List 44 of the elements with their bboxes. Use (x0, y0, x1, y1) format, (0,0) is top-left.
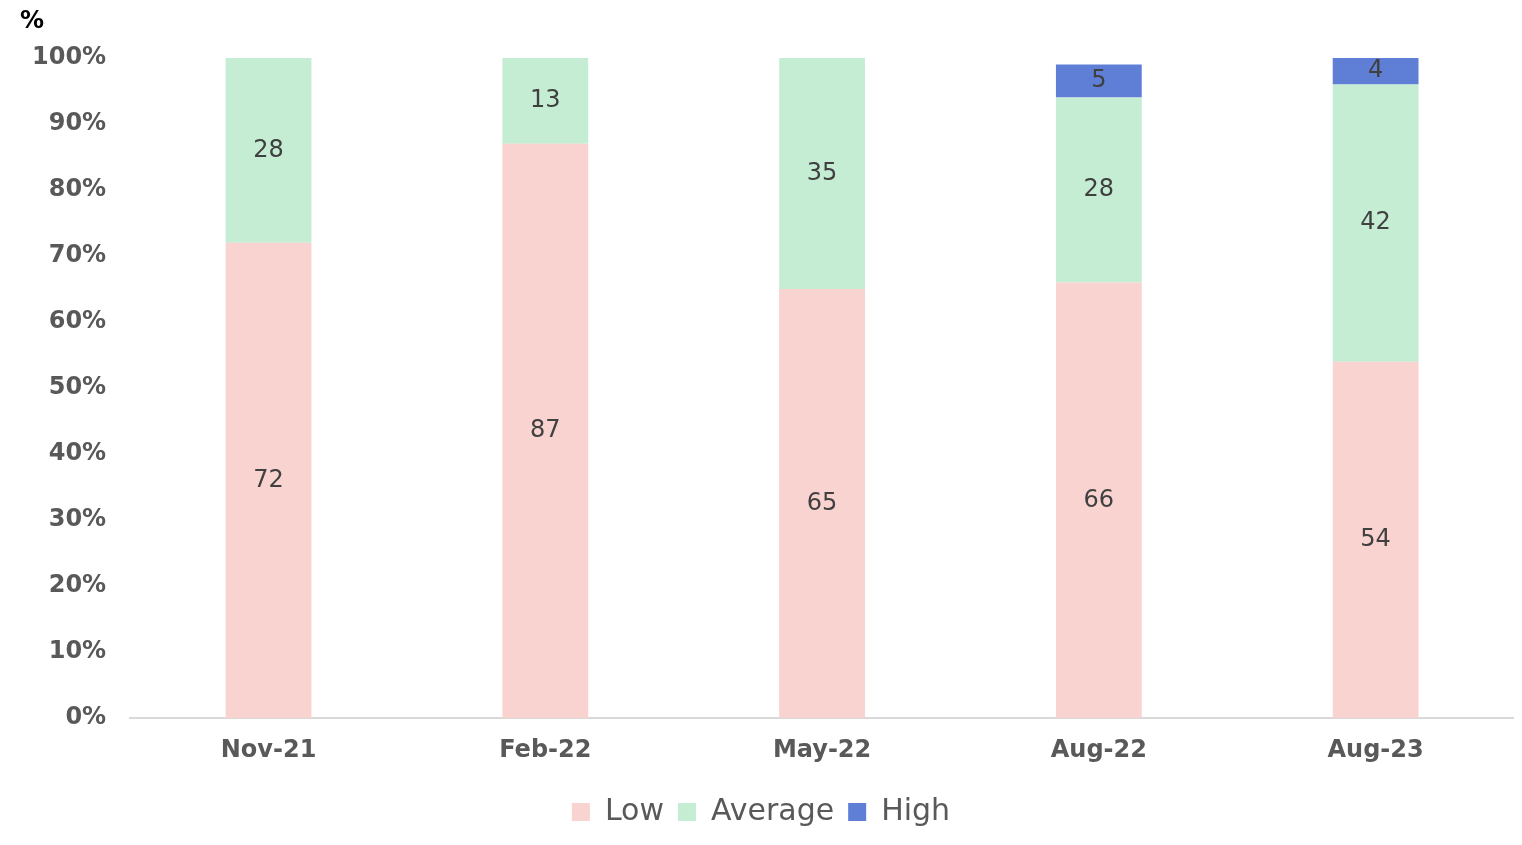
legend-label: Low (604, 791, 664, 827)
y-tick-label: 70% (48, 240, 107, 269)
bar (502, 143, 589, 719)
y-tick-label: 30% (48, 504, 107, 533)
bar (1332, 84, 1419, 362)
data-label: 72 (253, 464, 284, 493)
data-label: 87 (530, 415, 561, 444)
y-tick-label: 10% (48, 636, 107, 665)
x-tick-label: Feb-22 (499, 734, 592, 763)
legend-label: Average (710, 791, 835, 827)
data-label: 66 (1083, 484, 1115, 513)
data-label: 42 (1360, 207, 1391, 236)
y-tick-label: 80% (48, 174, 107, 203)
data-label: 35 (806, 157, 838, 186)
data-label: 28 (1083, 174, 1115, 203)
y-tick-label: 100% (31, 42, 107, 71)
bar (1332, 58, 1419, 85)
bar (1055, 97, 1142, 283)
bar (1332, 361, 1419, 719)
data-label: 54 (1360, 524, 1391, 553)
bar (1055, 282, 1142, 719)
data-label: 65 (806, 487, 838, 516)
bar (502, 58, 589, 144)
bar (779, 289, 865, 719)
x-tick-label: May-22 (772, 734, 872, 763)
y-tick-label: 0% (65, 702, 107, 731)
y-tick-label: 20% (48, 570, 107, 599)
bar (1055, 64, 1142, 98)
data-label: 5 (1091, 65, 1107, 94)
y-tick-label: 50% (48, 372, 107, 401)
data-label: 28 (253, 134, 284, 163)
data-label: 4 (1367, 55, 1384, 84)
bar (779, 58, 865, 290)
y-tick-label: 90% (48, 108, 107, 137)
x-tick-label: Nov-21 (220, 734, 317, 763)
bar (225, 58, 312, 243)
y-tick-label: 40% (48, 438, 107, 467)
y-axis-title: % (20, 6, 45, 35)
legend-label: High (881, 791, 951, 827)
y-tick-label: 60% (48, 306, 107, 335)
bar (225, 242, 312, 719)
x-tick-label: Aug-22 (1050, 734, 1147, 763)
x-tick-label: Aug-23 (1327, 734, 1424, 763)
data-label: 13 (530, 85, 561, 114)
